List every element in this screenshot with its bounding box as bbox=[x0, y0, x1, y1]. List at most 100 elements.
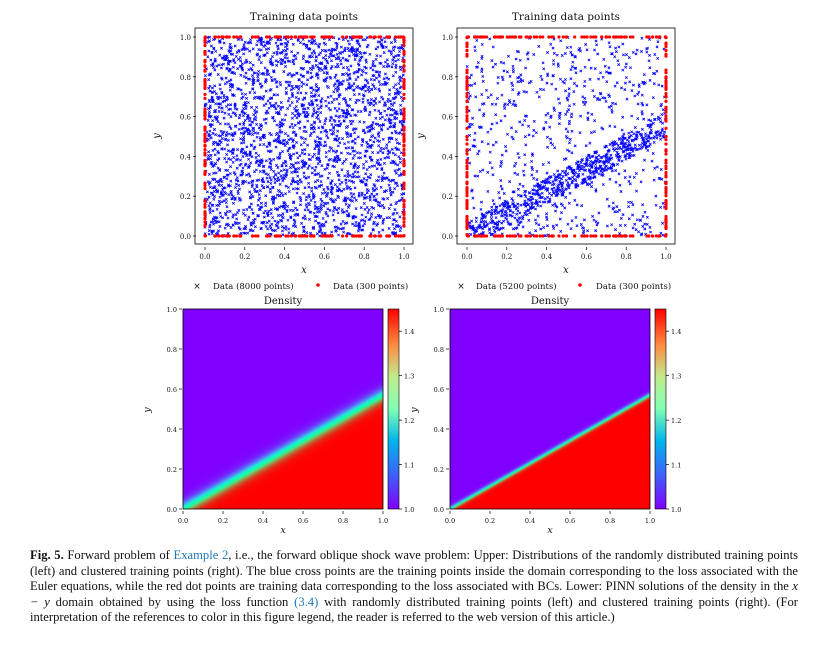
interior-point bbox=[307, 181, 311, 185]
interior-point bbox=[383, 109, 387, 113]
boundary-point bbox=[505, 35, 509, 39]
interior-point bbox=[242, 107, 246, 111]
caption-ref-equation[interactable]: (3.4) bbox=[294, 594, 319, 609]
boundary-point bbox=[465, 142, 469, 146]
cluster-point bbox=[594, 162, 598, 166]
interior-point bbox=[371, 228, 375, 232]
interior-point bbox=[503, 102, 507, 106]
interior-point bbox=[357, 59, 361, 63]
cluster-point bbox=[610, 141, 614, 145]
interior-point bbox=[566, 130, 570, 134]
interior-point bbox=[596, 96, 600, 100]
interior-point bbox=[229, 49, 233, 53]
boundary-point bbox=[402, 164, 406, 168]
boundary-point bbox=[398, 35, 402, 39]
interior-point bbox=[254, 151, 258, 155]
interior-point bbox=[392, 48, 396, 52]
interior-point bbox=[339, 222, 343, 226]
interior-point bbox=[270, 55, 274, 59]
interior-point bbox=[516, 152, 520, 156]
interior-point bbox=[567, 122, 571, 126]
interior-point bbox=[216, 73, 220, 76]
panel4-ytick-label: 0.6 bbox=[434, 386, 444, 394]
panel3-colorbar-ticks: 1.01.11.21.31.4 bbox=[399, 328, 414, 514]
interior-point bbox=[389, 52, 393, 56]
boundary-point bbox=[465, 95, 469, 99]
interior-point bbox=[400, 192, 404, 196]
interior-point bbox=[284, 184, 288, 188]
interior-point bbox=[496, 81, 500, 85]
interior-point bbox=[588, 77, 592, 81]
interior-point bbox=[316, 73, 320, 77]
interior-point bbox=[365, 149, 369, 153]
interior-point bbox=[364, 58, 368, 62]
interior-point bbox=[545, 215, 549, 219]
cluster-point bbox=[589, 159, 593, 163]
interior-point bbox=[278, 120, 282, 124]
cluster-point bbox=[494, 226, 498, 230]
interior-point bbox=[341, 137, 344, 141]
interior-point bbox=[645, 103, 649, 107]
cluster-point bbox=[637, 143, 641, 147]
boundary-point bbox=[309, 35, 313, 39]
interior-point bbox=[253, 91, 257, 95]
interior-point bbox=[238, 158, 242, 162]
interior-point bbox=[381, 228, 385, 232]
interior-point bbox=[342, 187, 346, 191]
interior-point bbox=[397, 148, 401, 152]
caption-ref-example[interactable]: Example 2 bbox=[173, 548, 229, 562]
interior-point bbox=[640, 50, 643, 53]
interior-point bbox=[661, 221, 665, 225]
interior-point bbox=[299, 91, 303, 95]
interior-point bbox=[512, 99, 516, 103]
interior-point bbox=[488, 150, 492, 154]
interior-point bbox=[213, 153, 217, 157]
interior-point bbox=[608, 45, 612, 49]
interior-point bbox=[307, 60, 311, 64]
interior-point bbox=[237, 127, 241, 131]
interior-point bbox=[468, 94, 472, 98]
interior-point bbox=[289, 216, 293, 220]
interior-point bbox=[377, 203, 380, 207]
interior-point bbox=[608, 124, 612, 128]
interior-point bbox=[292, 62, 296, 66]
interior-point bbox=[300, 166, 304, 170]
interior-point bbox=[354, 207, 358, 211]
interior-point bbox=[238, 122, 242, 126]
interior-point bbox=[347, 54, 351, 58]
interior-point bbox=[516, 80, 520, 84]
cluster-point bbox=[612, 164, 616, 168]
interior-point bbox=[335, 134, 339, 138]
interior-point bbox=[283, 118, 287, 122]
boundary-point bbox=[372, 234, 377, 238]
interior-point bbox=[293, 114, 297, 118]
interior-point bbox=[235, 107, 239, 111]
interior-point bbox=[302, 74, 306, 78]
interior-point bbox=[378, 201, 382, 205]
boundary-point bbox=[664, 99, 668, 103]
panel1-xtick-label: 0.8 bbox=[359, 253, 370, 261]
panel4-xtick-label: 0.6 bbox=[565, 517, 575, 525]
boundary-point bbox=[311, 234, 315, 238]
boundary-point bbox=[614, 35, 618, 39]
boundary-point bbox=[465, 99, 469, 103]
interior-point bbox=[224, 201, 228, 205]
interior-point bbox=[259, 85, 263, 89]
boundary-point bbox=[327, 35, 332, 39]
interior-point bbox=[569, 68, 573, 72]
boundary-point bbox=[465, 185, 469, 190]
interior-point bbox=[636, 117, 640, 121]
cluster-point bbox=[606, 149, 610, 153]
interior-point bbox=[471, 144, 475, 148]
boundary-point bbox=[465, 68, 469, 72]
cluster-point bbox=[613, 148, 617, 152]
interior-point bbox=[244, 58, 248, 62]
interior-point bbox=[241, 172, 245, 176]
interior-point bbox=[224, 137, 228, 141]
boundary-point bbox=[551, 35, 555, 39]
interior-point bbox=[477, 149, 481, 153]
boundary-point bbox=[600, 234, 604, 238]
interior-point bbox=[286, 107, 290, 111]
panel2-legend-label-red: Data (300 points) bbox=[596, 281, 671, 292]
interior-point bbox=[252, 129, 255, 133]
